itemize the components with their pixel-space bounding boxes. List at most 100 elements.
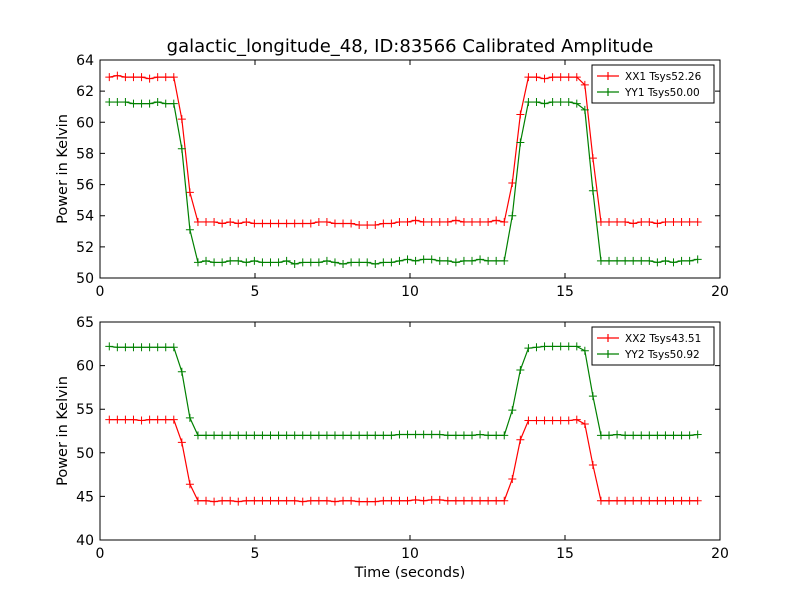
top-series-1-point bbox=[226, 217, 235, 226]
bottom-series-1-point bbox=[145, 415, 154, 424]
bottom-series-1-point bbox=[137, 416, 146, 425]
bottom-series-1-point bbox=[339, 496, 348, 505]
top-series-1-point bbox=[564, 73, 573, 82]
top-series-1-point bbox=[605, 217, 614, 226]
top-y-tick-label: 60 bbox=[76, 115, 94, 131]
bottom-series-1-point bbox=[540, 416, 549, 425]
bottom-series-2-point bbox=[645, 431, 654, 440]
top-y-tick-label: 50 bbox=[76, 271, 94, 287]
top-series-2-point bbox=[210, 258, 219, 267]
top-series-1-point bbox=[500, 217, 509, 226]
top-series-2-point bbox=[492, 256, 501, 265]
bottom-series-1-point bbox=[556, 416, 565, 425]
top-series-2-point bbox=[451, 258, 460, 267]
top-series-1-point bbox=[169, 73, 178, 82]
top-series-1-point bbox=[298, 219, 307, 228]
bottom-series-1-point bbox=[516, 435, 525, 444]
top-series-2-point bbox=[685, 256, 694, 265]
bottom-series-2-point bbox=[395, 430, 404, 439]
bottom-series-1-point bbox=[282, 496, 291, 505]
top-series-1-point bbox=[443, 217, 452, 226]
top-y-tick-label: 52 bbox=[76, 240, 94, 256]
bottom-series-1-point bbox=[580, 420, 589, 429]
bottom-series-1-point bbox=[572, 415, 581, 424]
top-legend-swatch-2 bbox=[597, 88, 619, 96]
bottom-series-1-point bbox=[210, 497, 219, 506]
bottom-series-2-point bbox=[298, 431, 307, 440]
bottom-series-2-point bbox=[468, 431, 476, 440]
top-series-1-point bbox=[693, 217, 702, 226]
top-series-2-point bbox=[419, 255, 428, 264]
bottom-series-1-point bbox=[363, 497, 372, 506]
bottom-series-2-point bbox=[508, 406, 517, 415]
top-series-2-point bbox=[274, 258, 283, 267]
bottom-series-1-point bbox=[468, 496, 476, 505]
top-series-1-point bbox=[250, 219, 259, 228]
top-series-2-point bbox=[113, 98, 122, 107]
bottom-series-2-point bbox=[403, 430, 412, 439]
bottom-series-2-point bbox=[185, 413, 194, 422]
bottom-series-1-point bbox=[588, 461, 597, 470]
top-series-1-point bbox=[411, 216, 420, 225]
top-series-1-point bbox=[629, 219, 638, 228]
x-axis-label: Time (seconds) bbox=[354, 565, 466, 581]
top-series-2-point bbox=[379, 258, 388, 267]
top-legend-box bbox=[591, 64, 715, 104]
top-series-1-point bbox=[468, 217, 476, 226]
top-series-1-point bbox=[516, 110, 525, 119]
top-series-2-point bbox=[403, 255, 412, 264]
bottom-series-1-point bbox=[121, 415, 130, 424]
top-series-1-point bbox=[524, 73, 533, 82]
bottom-series-2-point bbox=[484, 431, 493, 440]
bottom-y-tick-label: 55 bbox=[76, 402, 94, 418]
bottom-series-2-point bbox=[677, 431, 686, 440]
bottom-series-2-point bbox=[427, 430, 436, 439]
bottom-series-2-point bbox=[242, 431, 251, 440]
bottom-series-1-point bbox=[202, 496, 211, 505]
bottom-legend-label-2: YY2 Tsys50.92 bbox=[624, 349, 700, 361]
bottom-y-tick-label: 50 bbox=[76, 446, 94, 462]
bottom-series-2-point bbox=[137, 343, 146, 352]
bottom-series-2-point bbox=[548, 342, 557, 351]
top-series-2-point bbox=[330, 258, 339, 267]
top-series-2-point bbox=[427, 255, 436, 264]
bottom-series-1-point bbox=[306, 496, 315, 505]
top-series-1-point bbox=[355, 221, 364, 230]
bottom-series-2-point bbox=[459, 431, 468, 440]
top-series-2-point bbox=[282, 256, 291, 265]
bottom-series-1-point bbox=[427, 495, 436, 504]
top-series-2-point bbox=[629, 256, 638, 265]
top-series-1-point bbox=[322, 217, 331, 226]
bottom-series-1-point bbox=[314, 496, 323, 505]
top-series-1-point bbox=[185, 188, 194, 197]
top-series-1-point bbox=[677, 217, 686, 226]
bottom-series-2-point bbox=[347, 431, 356, 440]
bottom-series-2-point bbox=[363, 431, 372, 440]
bottom-series-1-point bbox=[403, 496, 412, 505]
bottom-series-2-point bbox=[314, 431, 323, 440]
top-series-1-point bbox=[113, 71, 122, 80]
top-series-2-point bbox=[588, 186, 597, 195]
bottom-series-1-point bbox=[685, 496, 694, 505]
top-series-2-point bbox=[661, 256, 670, 265]
top-series-2-point bbox=[145, 99, 154, 108]
top-series-2-point bbox=[548, 98, 557, 107]
top-series-1-point bbox=[202, 217, 211, 226]
top-series-2-point bbox=[177, 144, 186, 153]
top-series-2-point bbox=[242, 258, 251, 267]
top-series-2-point bbox=[605, 256, 614, 265]
top-x-tick-label: 0 bbox=[96, 284, 105, 300]
top-y-tick-label: 62 bbox=[76, 84, 94, 100]
bottom-series-2-point bbox=[653, 431, 662, 440]
bottom-y-tick-label: 40 bbox=[76, 533, 94, 549]
bottom-series-1-point bbox=[322, 496, 331, 505]
top-series-1-point bbox=[637, 217, 646, 226]
top-series-2-point bbox=[218, 258, 227, 267]
bottom-series-1-point bbox=[484, 496, 493, 505]
top-series-1-point bbox=[145, 74, 154, 83]
bottom-series-1-point bbox=[234, 497, 243, 506]
top-series-1-point bbox=[347, 219, 356, 228]
bottom-legend-box bbox=[591, 326, 715, 366]
top-series-2-point bbox=[339, 259, 348, 268]
bottom-series-2-point bbox=[613, 430, 622, 439]
